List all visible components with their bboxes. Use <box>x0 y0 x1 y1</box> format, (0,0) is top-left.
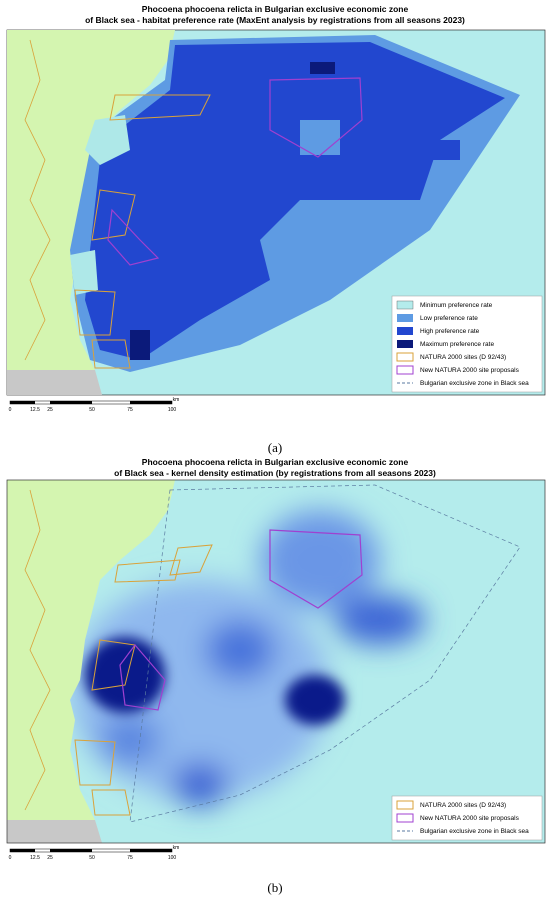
scale-label: 0 <box>9 855 12 861</box>
eez-boundary <box>129 484 521 823</box>
scale-unit: km <box>173 397 180 403</box>
land-grey <box>7 370 102 395</box>
legend-label: Bulgarian exclusive zone in Black sea <box>420 828 529 835</box>
proposal-site <box>269 77 363 158</box>
legend-label: Low preference rate <box>420 315 478 322</box>
proposal-site <box>269 529 363 609</box>
proposal-site <box>107 208 160 266</box>
scale-label: 12.5 <box>30 855 40 861</box>
natura-site <box>74 289 116 336</box>
max-zone <box>130 330 150 360</box>
title: Phocoena phocoena relicta in Bulgarian e… <box>142 457 409 467</box>
legend-label: Maximum preference rate <box>420 341 494 348</box>
natura-site <box>91 639 136 691</box>
legend: NATURA 2000 sites (D 92/43) New NATURA 2… <box>391 795 543 841</box>
natura-site <box>91 189 136 241</box>
panel-b: Phocoena phocoena relicta in Bulgarian e… <box>6 457 546 895</box>
high-zone <box>430 140 460 160</box>
low-zone <box>300 120 340 155</box>
density-blob <box>260 510 380 610</box>
scale-bar-segment <box>50 849 92 852</box>
legend: Minimum preference rate Low preference r… <box>391 295 543 393</box>
scale-unit: km <box>173 845 180 851</box>
scale-label: 0 <box>9 407 12 413</box>
natura-site <box>169 544 213 576</box>
scale-bar-segment <box>10 849 35 852</box>
legend-box <box>391 295 543 393</box>
swatch <box>397 340 413 348</box>
land <box>7 30 175 370</box>
scale-label: 100 <box>168 407 177 413</box>
scale-label: 75 <box>127 855 133 861</box>
density-blob <box>172 763 228 807</box>
min-zone <box>70 250 98 295</box>
scale-label: 12.5 <box>30 407 40 413</box>
legend-label: High preference rate <box>420 328 480 335</box>
legend-label: Bulgarian exclusive zone in Black sea <box>420 380 529 387</box>
swatch <box>396 813 414 823</box>
scale-label: 50 <box>89 855 95 861</box>
river <box>24 489 51 811</box>
natura-site <box>74 739 116 786</box>
legend-label: NATURA 2000 sites (D 92/43) <box>420 354 506 361</box>
caption: (b) <box>267 880 282 895</box>
legend-box <box>391 795 543 841</box>
scale-label: 25 <box>47 855 53 861</box>
land <box>7 480 175 820</box>
swatch <box>396 300 414 310</box>
legend-label: New NATURA 2000 site proposals <box>420 367 520 374</box>
scale-label: 100 <box>168 855 177 861</box>
scale-label: 75 <box>127 407 133 413</box>
panel-a: Phocoena phocoena relicta in Bulgarian e… <box>6 4 546 455</box>
scale-bar-segment <box>10 401 35 404</box>
title: of Black sea - kernel density estimation… <box>114 468 436 478</box>
legend-label: New NATURA 2000 site proposals <box>420 815 520 822</box>
scale-label: 25 <box>47 407 53 413</box>
density-blob <box>335 595 425 645</box>
natura-site <box>91 339 131 369</box>
scale-bar-segment <box>130 401 172 404</box>
high-zone <box>85 42 505 360</box>
density <box>70 510 425 807</box>
caption: (a) <box>268 440 282 455</box>
proposal-site <box>119 644 166 711</box>
swatch <box>396 800 414 810</box>
scale-bar-segment <box>130 849 172 852</box>
land-grey <box>7 820 102 843</box>
swatch <box>397 314 413 322</box>
min-zone <box>85 115 130 165</box>
scale-bar-segment <box>50 401 92 404</box>
density-blob <box>100 715 160 765</box>
swatch <box>396 352 414 362</box>
scale-bar: 0 12.5 25 50 75 100 km <box>9 397 180 413</box>
natura-site <box>109 94 211 121</box>
swatch <box>397 327 413 335</box>
river <box>24 39 51 361</box>
title: Phocoena phocoena relicta in Bulgarian e… <box>142 4 409 14</box>
scale-label: 50 <box>89 407 95 413</box>
title: of Black sea - habitat preference rate (… <box>85 15 465 25</box>
legend-label: Minimum preference rate <box>420 302 493 309</box>
scale-bar: 0 12.5 25 50 75 100 km <box>9 845 180 861</box>
natura-site <box>114 559 181 583</box>
density-core <box>285 675 345 725</box>
map-border <box>6 479 546 844</box>
natura-site <box>91 789 131 816</box>
swatch <box>396 365 414 375</box>
legend-label: NATURA 2000 sites (D 92/43) <box>420 802 506 809</box>
max-zone <box>310 62 335 74</box>
density-blob <box>205 620 275 680</box>
